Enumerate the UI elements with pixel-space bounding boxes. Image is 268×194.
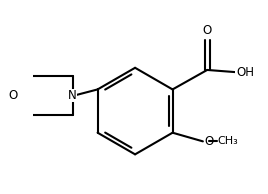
Text: OH: OH: [236, 66, 254, 79]
Text: CH₃: CH₃: [217, 136, 238, 146]
Text: N: N: [68, 89, 77, 102]
Text: O: O: [203, 24, 212, 37]
Text: O: O: [204, 135, 213, 148]
Text: O: O: [8, 89, 17, 102]
